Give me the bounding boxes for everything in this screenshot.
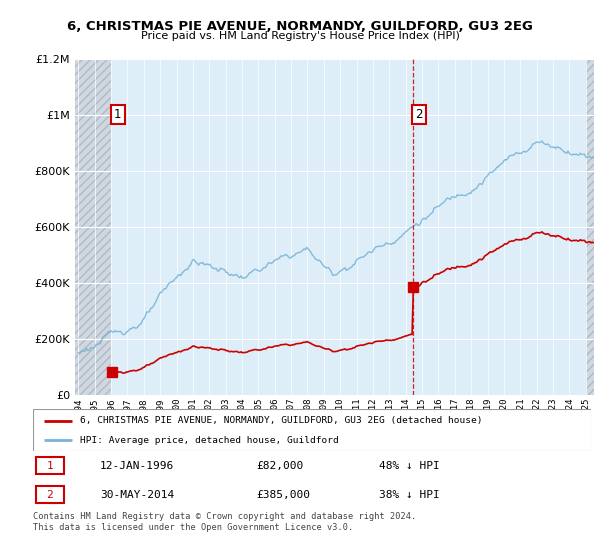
Text: 6, CHRISTMAS PIE AVENUE, NORMANDY, GUILDFORD, GU3 2EG (detached house): 6, CHRISTMAS PIE AVENUE, NORMANDY, GUILD… (80, 416, 483, 425)
Text: 2: 2 (46, 489, 53, 500)
Text: Price paid vs. HM Land Registry's House Price Index (HPI): Price paid vs. HM Land Registry's House … (140, 31, 460, 41)
Bar (75, 59, 111, 395)
Bar (36, 458, 64, 474)
Text: 38% ↓ HPI: 38% ↓ HPI (379, 489, 440, 500)
Text: Contains HM Land Registry data © Crown copyright and database right 2024.
This d: Contains HM Land Registry data © Crown c… (33, 512, 416, 532)
Text: 1: 1 (46, 461, 53, 471)
Bar (586, 59, 594, 395)
Text: 12-JAN-1996: 12-JAN-1996 (100, 461, 174, 471)
Bar (36, 486, 64, 503)
Text: HPI: Average price, detached house, Guildford: HPI: Average price, detached house, Guil… (80, 436, 339, 445)
Text: 6, CHRISTMAS PIE AVENUE, NORMANDY, GUILDFORD, GU3 2EG: 6, CHRISTMAS PIE AVENUE, NORMANDY, GUILD… (67, 20, 533, 32)
Text: 48% ↓ HPI: 48% ↓ HPI (379, 461, 440, 471)
Text: 30-MAY-2014: 30-MAY-2014 (100, 489, 174, 500)
Text: 2: 2 (415, 108, 422, 122)
Text: 1: 1 (114, 108, 122, 122)
Text: £385,000: £385,000 (256, 489, 310, 500)
Text: £82,000: £82,000 (256, 461, 304, 471)
